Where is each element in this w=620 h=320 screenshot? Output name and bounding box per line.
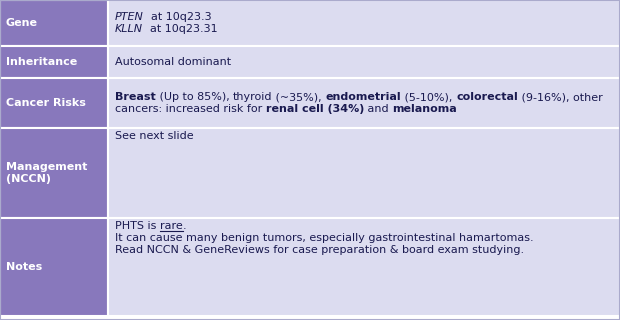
Text: at 10q23.31: at 10q23.31 — [143, 24, 218, 34]
Text: rare: rare — [160, 221, 183, 231]
Text: Autosomal dominant: Autosomal dominant — [115, 57, 231, 67]
Text: Read NCCN & GeneReviews for case preparation & board exam studying.: Read NCCN & GeneReviews for case prepara… — [115, 245, 524, 255]
Text: .: . — [183, 221, 186, 231]
Text: (5-10%),: (5-10%), — [401, 92, 456, 102]
Text: Inheritance: Inheritance — [6, 57, 78, 67]
Text: thyroid: thyroid — [233, 92, 273, 102]
Text: Management
(NCCN): Management (NCCN) — [6, 162, 87, 184]
Text: PHTS is: PHTS is — [115, 221, 160, 231]
Bar — [0, 128, 108, 218]
Bar — [0, 78, 108, 128]
Bar — [108, 78, 620, 128]
Bar — [0, 0, 108, 46]
Bar — [108, 0, 620, 46]
Text: colorectal: colorectal — [456, 92, 518, 102]
Text: (~35%),: (~35%), — [273, 92, 326, 102]
Text: (9-16%), other: (9-16%), other — [518, 92, 603, 102]
Text: Notes: Notes — [6, 262, 42, 272]
Text: at 10q23.3: at 10q23.3 — [144, 12, 211, 22]
Text: renal cell (34%): renal cell (34%) — [266, 104, 364, 114]
Bar — [108, 128, 620, 218]
Text: PTEN: PTEN — [115, 12, 144, 22]
Text: and: and — [364, 104, 392, 114]
Text: cancers: increased risk for: cancers: increased risk for — [115, 104, 266, 114]
Bar — [0, 218, 108, 316]
Text: melanoma: melanoma — [392, 104, 457, 114]
Text: It can cause many benign tumors, especially gastrointestinal hamartomas.: It can cause many benign tumors, especia… — [115, 233, 534, 243]
Text: endometrial: endometrial — [326, 92, 401, 102]
Text: Breast: Breast — [115, 92, 156, 102]
Text: Gene: Gene — [6, 18, 38, 28]
Bar — [108, 218, 620, 316]
Bar — [0, 46, 108, 78]
Text: Cancer Risks: Cancer Risks — [6, 98, 86, 108]
Text: KLLN: KLLN — [115, 24, 143, 34]
Bar — [108, 46, 620, 78]
Text: (Up to 85%),: (Up to 85%), — [156, 92, 233, 102]
Text: See next slide: See next slide — [115, 131, 193, 141]
